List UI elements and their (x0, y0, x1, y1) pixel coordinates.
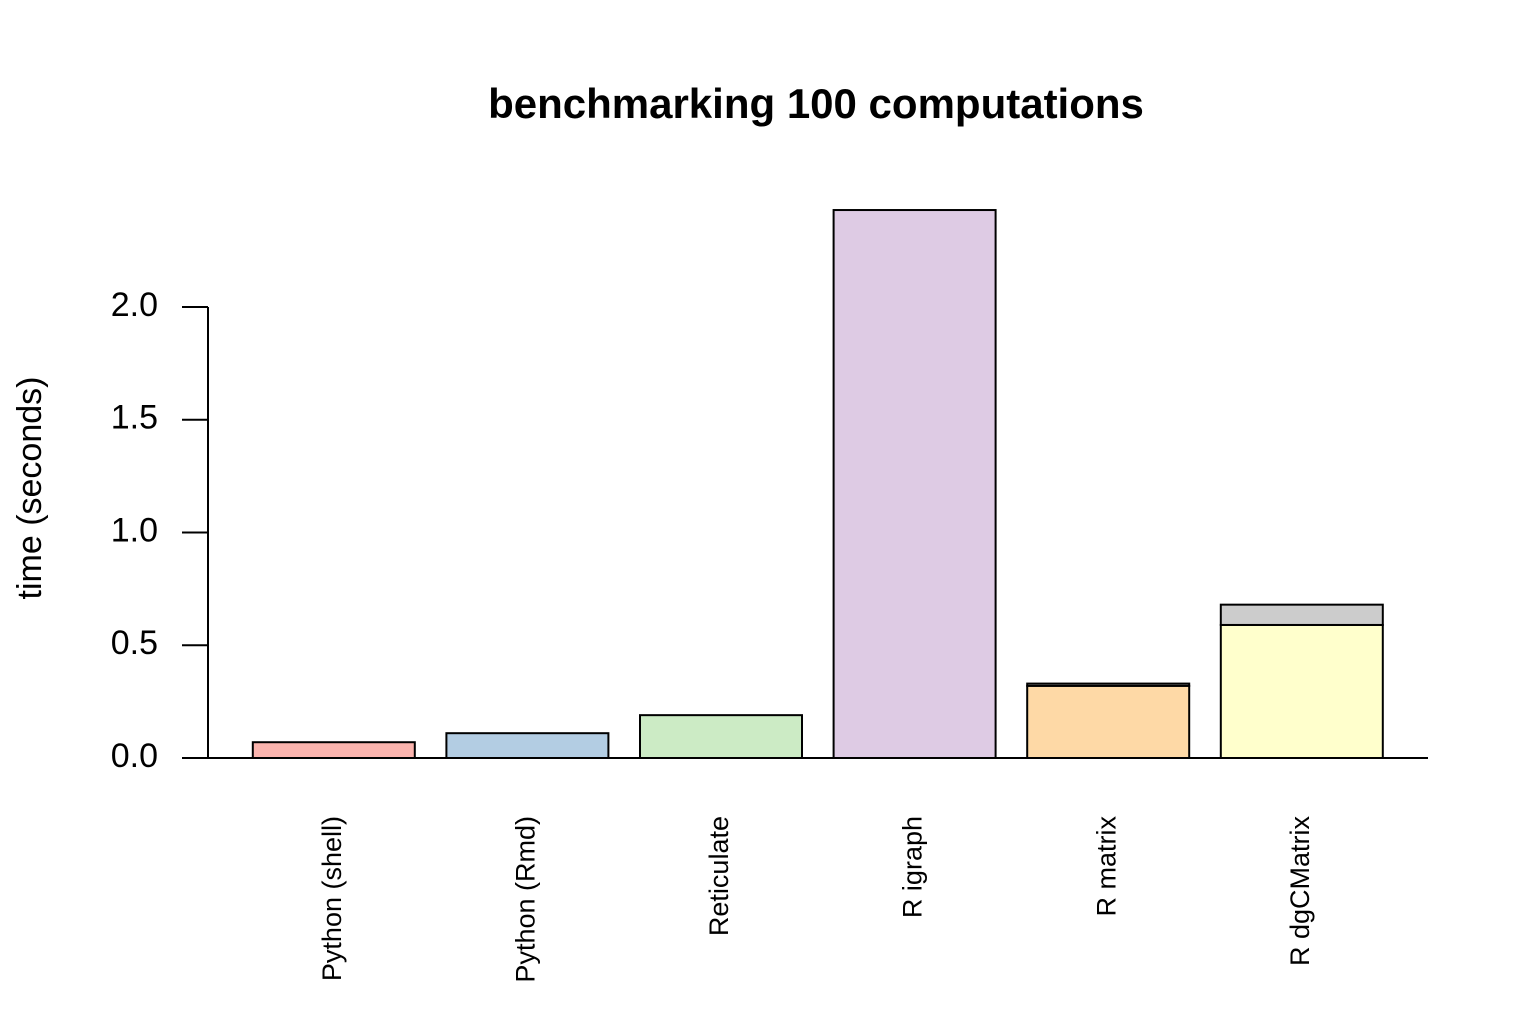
bar-segment (639, 714, 803, 760)
bar-segment (1026, 682, 1191, 687)
x-tick-label: R matrix (1091, 816, 1121, 917)
y-tick-label: 1.0 (111, 511, 158, 549)
x-tick-label: R igraph (898, 816, 928, 918)
bar-segment (1219, 603, 1384, 626)
x-tick-label: R dgCMatrix (1285, 816, 1315, 967)
bar-segment (832, 209, 997, 760)
x-tick-label: Reticulate (704, 816, 734, 936)
y-tick-label: 0.5 (111, 624, 158, 662)
y-tick-label: 1.5 (111, 399, 158, 437)
y-axis-label: time (seconds) (11, 377, 49, 600)
bar-segment (1026, 684, 1191, 760)
x-tick-label: Python (Rmd) (511, 816, 541, 983)
x-tick-label: Python (shell) (317, 816, 347, 981)
bar-segment (251, 741, 416, 760)
bar-segment (1219, 623, 1384, 760)
y-tick-label: 2.0 (111, 286, 158, 324)
y-tick-label: 0.0 (111, 737, 158, 775)
bar-segment (445, 732, 610, 760)
chart-title: benchmarking 100 computations (488, 80, 1144, 127)
